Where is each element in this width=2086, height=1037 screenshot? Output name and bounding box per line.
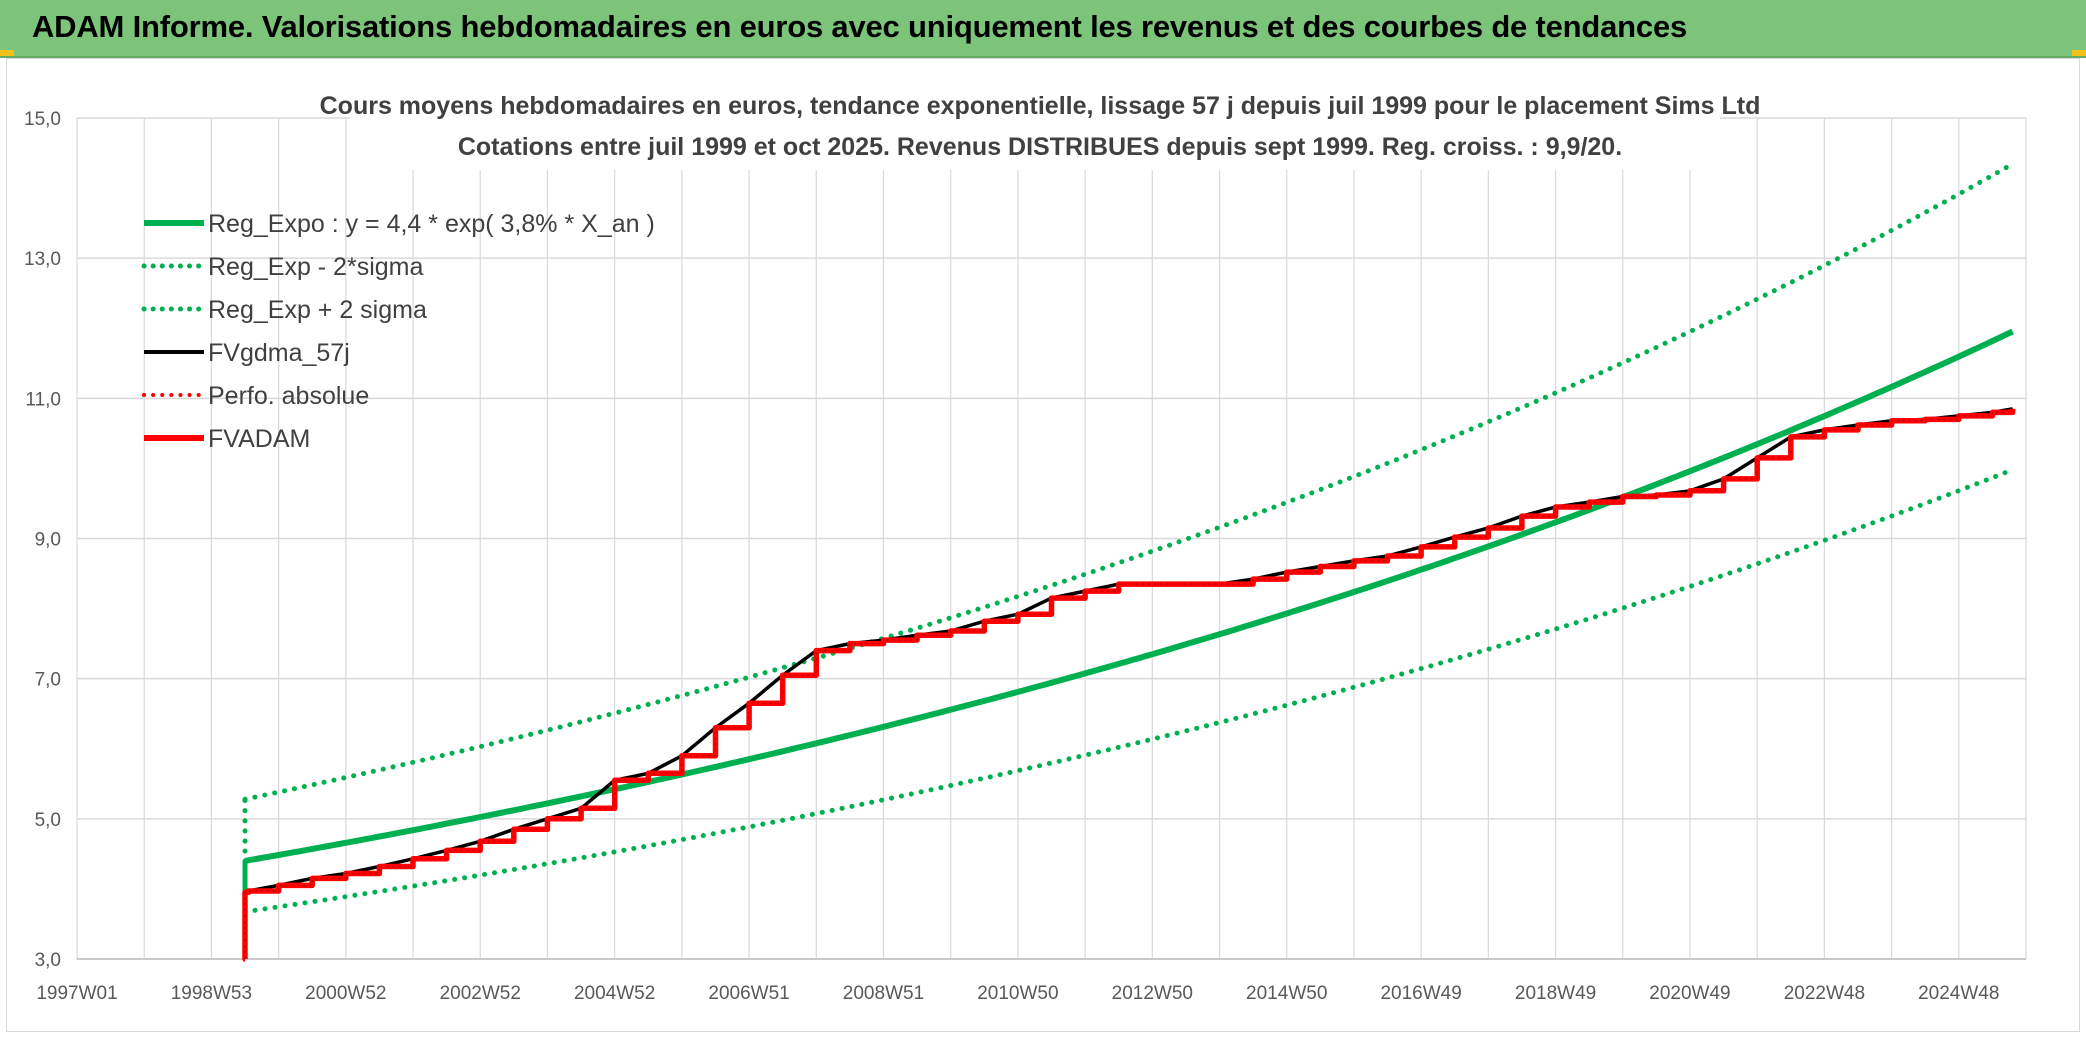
x-tick-label: 1998W53 bbox=[171, 983, 252, 1004]
y-tick-label: 5,0 bbox=[35, 810, 61, 831]
plot-lines bbox=[242, 161, 2016, 962]
grid bbox=[76, 117, 2027, 960]
legend-label: FVADAM bbox=[208, 425, 310, 453]
y-tick-label: 3,0 bbox=[35, 950, 61, 971]
x-tick-label: 2014W50 bbox=[1246, 983, 1327, 1004]
series-reg-exp-plus-2-sigma bbox=[242, 161, 2016, 802]
legend-label: Perfo. absolue bbox=[208, 382, 369, 410]
series-perfo-absolue bbox=[244, 408, 2014, 960]
y-tick-label: 7,0 bbox=[35, 670, 61, 691]
x-tick-label: 2004W52 bbox=[574, 983, 655, 1004]
legend-label: Reg_Exp + 2 sigma bbox=[208, 296, 427, 324]
y-tick-label: 9,0 bbox=[35, 530, 61, 551]
legend: Reg_Expo : y = 4,4 * exp( 3,8% * X_an ) R… bbox=[141, 210, 655, 453]
page-title: ADAM Informe. Valorisations hebdomadaire… bbox=[32, 9, 1688, 44]
legend-label: FVgdma_57j bbox=[208, 339, 350, 367]
x-tick-label: 2022W48 bbox=[1784, 983, 1865, 1004]
x-tick-label: 1997W01 bbox=[36, 983, 117, 1004]
x-tick-label: 2024W48 bbox=[1918, 983, 1999, 1004]
chart-title-background bbox=[350, 84, 1720, 170]
x-tick-label: 2006W51 bbox=[708, 983, 789, 1004]
series-reg-expo bbox=[244, 328, 2014, 864]
y-tick-label: 13,0 bbox=[24, 249, 61, 270]
legend-label: Reg_Expo : y = 4,4 * exp( 3,8% * X_an ) bbox=[208, 210, 655, 238]
x-tick-label: 2002W52 bbox=[440, 983, 521, 1004]
x-tick-label: 2000W52 bbox=[305, 983, 386, 1004]
axis-ticks: 3,0 5,0 7,0 9,0 11,0 13,0 15,0 1997W01 1998W53 20… bbox=[24, 109, 1999, 1004]
chart-title-line-1: Cours moyens hebdomadaires en euros, ten… bbox=[320, 92, 1761, 120]
chart-title-line-2: Cotations entre juil 1999 et oct 2025. R… bbox=[458, 133, 1622, 161]
x-tick-label: 2008W51 bbox=[843, 983, 924, 1004]
y-tick-label: 11,0 bbox=[25, 389, 61, 410]
series-fvgdma-57j bbox=[243, 407, 2013, 960]
chart-title-group: Cours moyens hebdomadaires en euros, ten… bbox=[320, 84, 1761, 170]
x-tick-label: 2020W49 bbox=[1649, 983, 1730, 1004]
corner-mark-left bbox=[0, 50, 14, 56]
y-tick-label: 15,0 bbox=[24, 109, 61, 130]
x-tick-label: 2010W50 bbox=[977, 983, 1058, 1004]
legend-label: Reg_Exp - 2*sigma bbox=[208, 253, 423, 281]
chart-frame bbox=[6, 58, 2080, 1032]
series-fvadam bbox=[242, 408, 2016, 962]
series-reg-exp-minus-2-sigma bbox=[242, 467, 2016, 915]
corner-mark-right bbox=[2072, 50, 2086, 56]
x-tick-label: 2018W49 bbox=[1515, 983, 1596, 1004]
x-tick-label: 2016W49 bbox=[1380, 983, 1461, 1004]
header-banner: ADAM Informe. Valorisations hebdomadaire… bbox=[0, 0, 2086, 58]
x-tick-label: 2012W50 bbox=[1112, 983, 1193, 1004]
